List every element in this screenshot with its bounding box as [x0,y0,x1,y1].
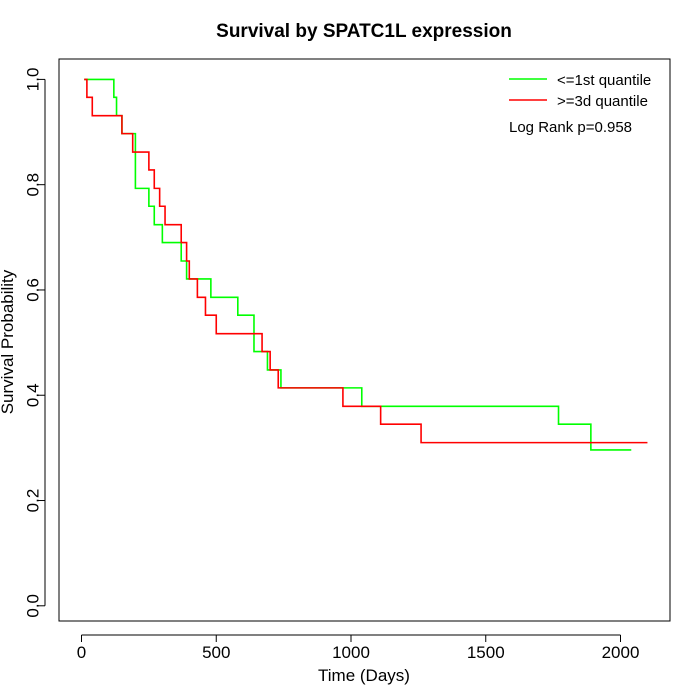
legend-label-high-quantile: >=3d quantile [557,93,648,110]
x-tick-label: 1500 [467,643,505,662]
y-tick-label: 0.2 [23,489,42,513]
y-tick-label: 0.4 [23,383,42,407]
x-tick-label: 2000 [602,643,640,662]
x-axis-label: Time (Days) [318,666,410,685]
x-tick-label: 1000 [332,643,370,662]
log-rank-annotation: Log Rank p=0.958 [509,119,632,136]
x-tick-label: 0 [77,643,86,662]
y-tick-label: 0.6 [23,278,42,302]
x-axis: 0 500 1000 1500 2000 [77,634,640,662]
legend: <=1st quantile >=3d quantile [509,72,651,110]
chart-title: Survival by SPATC1L expression [216,21,512,42]
y-tick-label: 0.0 [23,594,42,618]
y-axis: 0.0 0.2 0.4 0.6 0.8 1.0 [23,68,46,618]
y-axis-label: Survival Probability [0,269,17,414]
y-tick-label: 0.8 [23,173,42,197]
series-line-high-quantile [84,78,648,444]
y-tick-label: 1.0 [23,68,42,92]
x-tick-label: 500 [202,643,230,662]
legend-label-low-quantile: <=1st quantile [557,72,651,89]
plot-frame [58,58,671,622]
series-layer [84,78,648,451]
